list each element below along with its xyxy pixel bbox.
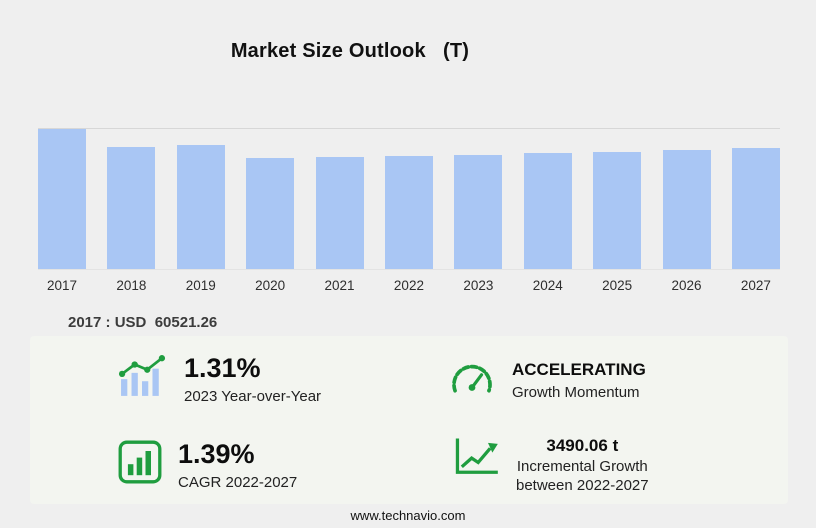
x-tick-label: 2017 — [46, 278, 78, 293]
incremental-label-line2: between 2022-2027 — [516, 477, 649, 495]
x-tick-label: 2026 — [671, 278, 702, 293]
x-tick-label: 2025 — [602, 278, 633, 293]
x-tick-label: 2018 — [116, 278, 147, 293]
x-tick-label: 2023 — [463, 278, 494, 293]
chart-wrap: 2017 2018 2019 2020 2021 2022 2023 2024 2025 2026… — [38, 128, 780, 293]
stat-cagr: 1.39% CAGR 2022-2027 — [118, 439, 298, 492]
bar-2026 — [662, 149, 711, 269]
growth-chart-icon — [452, 436, 500, 483]
yoy-trend-icon — [116, 354, 168, 403]
bar-column — [662, 129, 711, 269]
bar-2022 — [384, 156, 433, 269]
incremental-label-line1: Incremental Growth — [516, 458, 648, 476]
x-tick-label: 2020 — [255, 278, 286, 293]
bar-2020 — [246, 158, 295, 269]
bar-column — [523, 129, 572, 269]
footer-url: www.technavio.com — [350, 508, 466, 523]
bar-column — [176, 129, 225, 269]
cagr-label: CAGR 2022-2027 — [178, 473, 298, 491]
bar-column — [384, 129, 433, 269]
cagr-value: 1.39% — [178, 439, 255, 469]
incremental-value: 3490.06 t — [546, 436, 619, 455]
bar-column — [731, 129, 780, 269]
momentum-label: Growth Momentum — [512, 384, 640, 402]
speedometer-icon — [448, 360, 496, 401]
yoy-value: 1.31% — [184, 353, 261, 383]
stat-incremental: 3490.06 t Incremental Growth between 202… — [452, 436, 649, 496]
page-title: Market Size Outlook (T) — [230, 40, 470, 62]
bar-chart — [38, 128, 780, 270]
stat-yoy: 1.31% 2023 Year-over-Year — [116, 353, 322, 406]
stat-momentum: ACCELERATING Growth Momentum — [448, 360, 646, 403]
x-tick-label: 2024 — [532, 278, 563, 293]
bar-2019 — [176, 144, 225, 269]
bar-2018 — [107, 146, 156, 269]
bar-2021 — [315, 157, 364, 269]
x-tick-label: 2022 — [393, 278, 424, 293]
bar-column — [38, 129, 86, 269]
bar-column — [593, 129, 642, 269]
momentum-value: ACCELERATING — [512, 360, 646, 379]
bar-column — [107, 129, 156, 269]
x-axis-labels: 2017 2018 2019 2020 2021 2022 2023 2024 2025 2026… — [38, 278, 780, 293]
x-tick-label: 2019 — [185, 278, 216, 293]
bar-2025 — [593, 151, 642, 269]
bar-2023 — [454, 154, 503, 269]
bar-2027 — [731, 148, 780, 269]
bar-column — [315, 129, 364, 269]
x-tick-label: 2021 — [324, 278, 355, 293]
stats-panel: 1.31% 2023 Year-over-Year ACCELERATING G… — [30, 336, 788, 504]
bar-2017 — [38, 129, 86, 269]
bar-column — [246, 129, 295, 269]
bar-column — [454, 129, 503, 269]
yoy-label: 2023 Year-over-Year — [184, 387, 322, 405]
cagr-bars-icon — [118, 440, 162, 489]
chart-value-annotation: 2017 : USD 60521.26 — [68, 314, 218, 331]
x-tick-label: 2027 — [740, 278, 771, 293]
bar-2024 — [523, 153, 572, 269]
